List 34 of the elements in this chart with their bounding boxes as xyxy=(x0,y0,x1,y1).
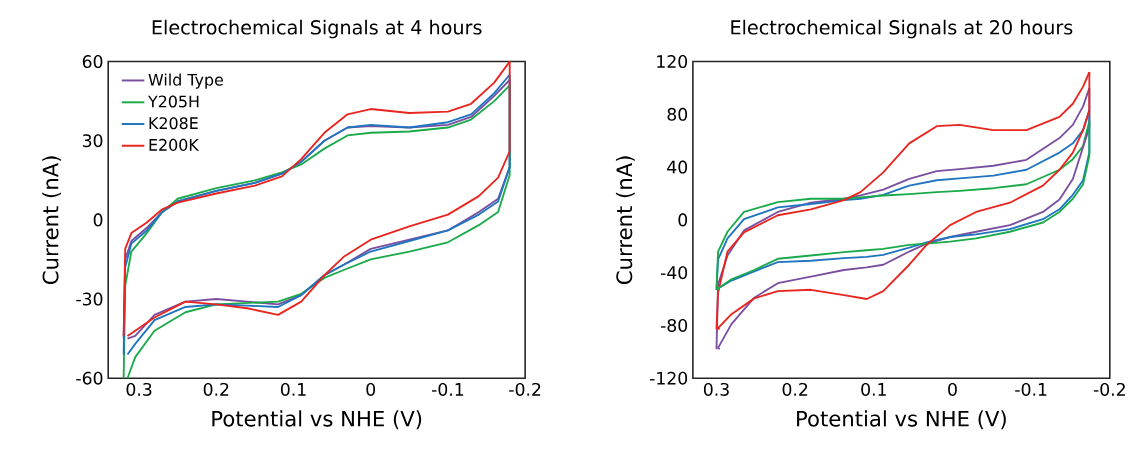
x-tick-label: 0.1 xyxy=(280,383,306,397)
y-tick-label: 40 xyxy=(667,160,688,174)
chart-title: Electrochemical Signals at 4 hours xyxy=(152,19,482,39)
y-tick-label: 30 xyxy=(82,134,103,148)
x-tick-label: -0.1 xyxy=(1015,383,1047,397)
y-tick-label: -120 xyxy=(650,371,688,385)
y-tick-label: -60 xyxy=(76,371,103,385)
x-axis-title: Potential vs NHE (V) xyxy=(797,410,1006,430)
x-tick-label: -0.1 xyxy=(431,383,464,397)
x-tick-label: -0.2 xyxy=(1093,383,1125,397)
x-tick-label: 0.3 xyxy=(126,383,152,397)
x-tick-label: -0.2 xyxy=(509,383,541,397)
legend-label: K208E xyxy=(149,117,198,130)
x-tick-label: 0.3 xyxy=(703,383,729,397)
y-tick-label: -80 xyxy=(660,319,688,333)
y-tick-label: 80 xyxy=(667,108,688,122)
y-axis-title: Current (nA) xyxy=(615,156,635,285)
y-tick-label: -40 xyxy=(660,266,688,280)
x-tick-label: 0 xyxy=(366,383,376,397)
legend-label: Y205H xyxy=(147,95,199,108)
x-tick-label: 0.1 xyxy=(861,383,886,397)
y-tick-label: 0 xyxy=(678,213,688,227)
x-axis-title: Potential vs NHE (V) xyxy=(212,410,422,430)
x-tick-label: 0.2 xyxy=(203,383,229,397)
y-tick-label: 60 xyxy=(82,55,103,69)
legend-label: Wild Type xyxy=(148,73,223,90)
legend-label: E200K xyxy=(149,139,200,152)
y-tick-label: 0 xyxy=(93,213,103,227)
y-tick-label: 120 xyxy=(657,55,688,69)
x-tick-label: 0 xyxy=(948,383,957,397)
y-axis-title: Current (nA) xyxy=(42,156,62,285)
y-tick-label: -30 xyxy=(76,292,103,306)
chart-title: Electrochemical Signals at 20 hours xyxy=(731,19,1073,39)
x-tick-label: 0.2 xyxy=(782,383,808,397)
